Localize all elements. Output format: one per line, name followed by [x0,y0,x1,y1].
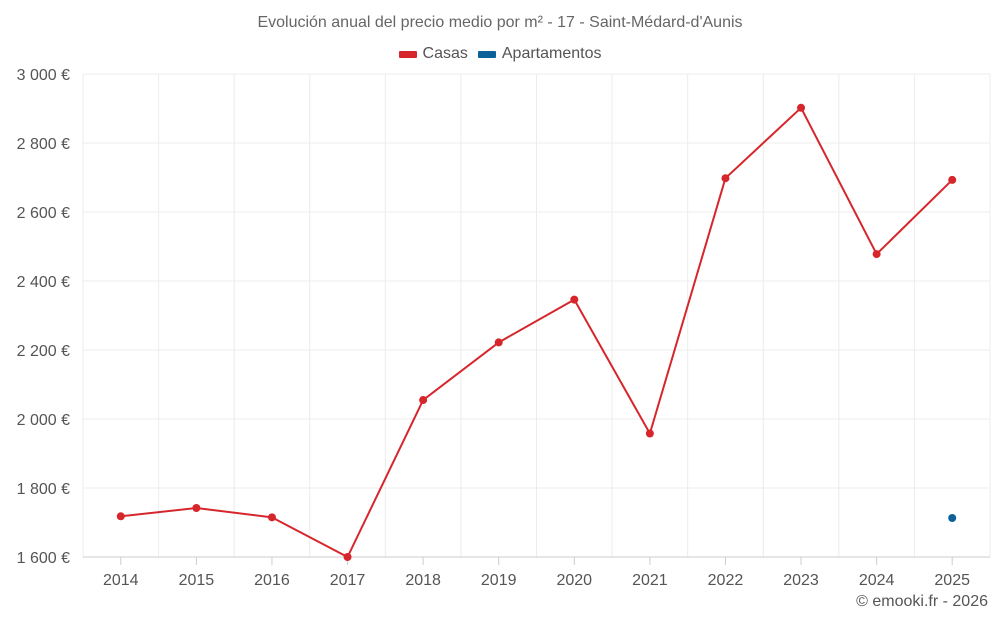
x-tick-label: 2022 [708,572,744,589]
x-tick-label: 2020 [556,572,592,589]
legend-item-casas[interactable]: Casas [398,45,468,63]
y-tick-label: 1 800 € [17,481,70,498]
data-point-casas [570,295,579,304]
axes: 1 600 € 1 800 € 2 000 € 2 200 € 2 400 € 2 600… [17,67,990,589]
data-point-casas [267,513,276,522]
x-tick-label: 2024 [859,572,895,589]
y-tick-label: 2 800 € [17,136,70,153]
x-tick-label: 2018 [405,572,441,589]
y-tick-label: 2 400 € [17,274,70,291]
y-tick-label: 2 600 € [17,205,70,222]
data-point-casas [797,103,806,112]
x-tick-label: 2016 [254,572,290,589]
series [116,103,957,561]
x-tick-label: 2023 [783,572,819,589]
legend-swatch-apartamentos [477,50,496,58]
y-tick-label: 2 200 € [17,343,70,360]
data-point-casas [419,396,428,405]
x-tick-label: 2025 [934,572,970,589]
data-point-casas [343,553,352,561]
data-point-casas [192,504,201,513]
legend-label-casas: Casas [422,45,468,62]
series-line-casas [120,106,953,558]
y-tick-label: 1 600 € [17,550,70,567]
grid [82,73,991,558]
y-tick-label: 3 000 € [17,67,70,84]
legend: Casas Apartamentos [0,45,1000,63]
data-point-casas [872,250,881,259]
credit-text: © emooki.fr - 2026 [856,593,988,610]
x-tick-label: 2019 [481,572,517,589]
legend-swatch-casas [398,50,417,58]
data-point-casas [116,512,125,521]
data-point-casas [948,175,957,184]
x-tick-label: 2015 [179,572,215,589]
x-tick-label: 2017 [330,572,366,589]
data-point-apartamentos [948,514,957,523]
x-tick-label: 2021 [632,572,668,589]
y-tick-label: 2 000 € [17,412,70,429]
legend-item-apartamentos[interactable]: Apartamentos [477,45,602,63]
legend-label-apartamentos: Apartamentos [501,45,602,62]
x-tick-label: 2014 [103,572,139,589]
data-point-casas [721,174,730,183]
data-point-casas [494,338,503,347]
chart-title: Evolución anual del precio medio por m² … [257,14,743,31]
data-point-casas [645,429,654,438]
